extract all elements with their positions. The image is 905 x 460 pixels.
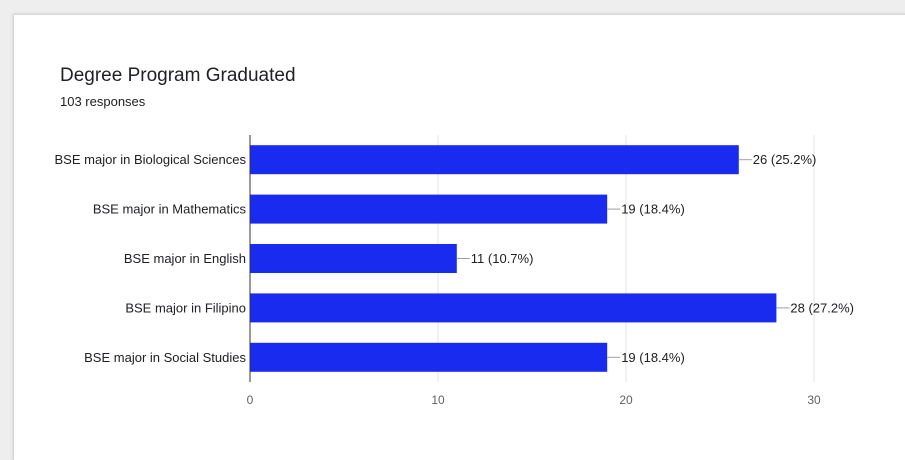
bar bbox=[250, 293, 777, 323]
data-label: 19 (18.4%) bbox=[621, 350, 685, 365]
data-label: 26 (25.2%) bbox=[753, 152, 817, 167]
data-label: 11 (10.7%) bbox=[471, 251, 534, 266]
chart-card: Degree Program Graduated 103 responses 0… bbox=[13, 14, 905, 460]
response-count: 103 responses bbox=[60, 94, 146, 109]
chart-title: Degree Program Graduated bbox=[60, 65, 296, 86]
x-tick-label: 20 bbox=[619, 393, 633, 407]
bar bbox=[250, 145, 739, 175]
x-tick-label: 30 bbox=[807, 393, 821, 407]
bar bbox=[250, 194, 608, 224]
category-label: BSE major in Biological Sciences bbox=[55, 152, 247, 167]
category-label: BSE major in Mathematics bbox=[93, 202, 247, 217]
category-label: BSE major in Social Studies bbox=[84, 350, 246, 365]
x-tick-label: 0 bbox=[247, 393, 254, 407]
category-label: BSE major in Filipino bbox=[125, 300, 246, 315]
category-label: BSE major in English bbox=[124, 251, 246, 266]
bar bbox=[250, 244, 457, 273]
bar-chart: 0 10 20 30 BSE major in Biological Sciences 2… bbox=[55, 135, 854, 407]
x-tick-label: 10 bbox=[431, 393, 445, 407]
data-label: 19 (18.4%) bbox=[621, 202, 685, 217]
bar bbox=[250, 342, 608, 372]
data-label: 28 (27.2%) bbox=[790, 300, 854, 315]
